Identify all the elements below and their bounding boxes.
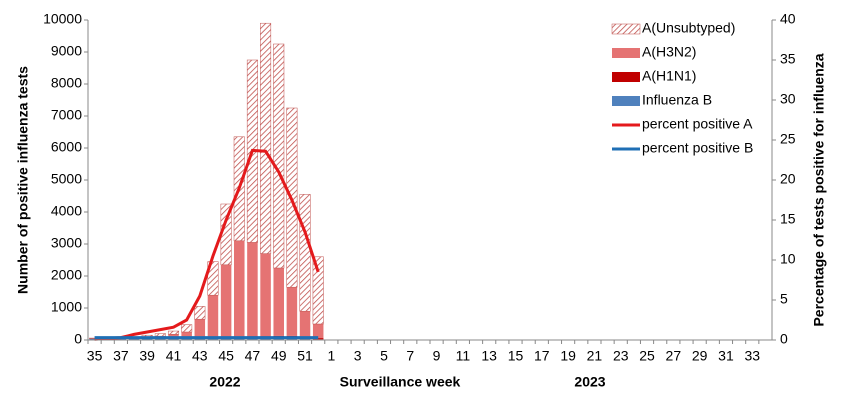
y2-tick-label: 15 xyxy=(780,211,796,227)
y2-tick-label: 5 xyxy=(780,291,788,307)
x-axis-title: Surveillance week xyxy=(340,374,461,390)
bar-segment xyxy=(260,22,272,254)
legend-label: percent positive A xyxy=(642,116,753,132)
legend-label: percent positive B xyxy=(642,140,753,156)
y2-tick-label: 40 xyxy=(780,11,796,27)
y-tick-label: 3000 xyxy=(51,235,82,251)
bar-segment xyxy=(181,332,192,339)
bar-segment xyxy=(286,338,298,340)
x-tick-label: 19 xyxy=(560,348,576,364)
bar-segment xyxy=(194,319,206,339)
y-axis-title: Number of positive influenza tests xyxy=(15,66,31,294)
x-tick-label: 43 xyxy=(192,348,208,364)
legend-label: A(H1N1) xyxy=(642,68,696,84)
bar-segment xyxy=(128,338,140,340)
bar-segment xyxy=(194,338,206,340)
x-tick-label: 35 xyxy=(87,348,103,364)
x-tick-label: 17 xyxy=(534,348,550,364)
x-tick-label: 3 xyxy=(354,348,362,364)
x-tick-label: 13 xyxy=(481,348,497,364)
bar-segment xyxy=(247,242,258,337)
x-tick-label: 25 xyxy=(639,348,655,364)
y2-tick-label: 10 xyxy=(780,251,796,267)
bar-segment xyxy=(194,306,206,320)
y2-tick-label: 20 xyxy=(780,171,796,187)
bar-segment xyxy=(154,333,166,337)
legend-label: A(H3N2) xyxy=(642,44,696,60)
x-tick-label: 47 xyxy=(245,348,261,364)
y2-tick-label: 30 xyxy=(780,91,796,107)
y-tick-label: 9000 xyxy=(51,43,82,59)
x-tick-label: 5 xyxy=(380,348,388,364)
x-tick-label: 31 xyxy=(718,348,734,364)
y2-axis-title: Percentage of tests positive for influen… xyxy=(811,53,827,326)
y2-tick-label: 25 xyxy=(780,131,796,147)
x-tick-label: 29 xyxy=(692,348,708,364)
bar-segment xyxy=(234,240,245,338)
bar-segment xyxy=(286,287,298,336)
bar-segment xyxy=(273,268,284,336)
bar-segment xyxy=(260,253,271,337)
line xyxy=(94,148,320,341)
x-tick-label: 11 xyxy=(456,348,471,364)
y-tick-label: 8000 xyxy=(51,75,82,91)
legend-label: A(Unsubtyped) xyxy=(642,20,735,36)
bar-segment xyxy=(181,338,192,340)
bar-segment xyxy=(115,338,127,340)
legend-swatch xyxy=(612,96,640,106)
y-tick-label: 10000 xyxy=(43,11,82,27)
bar-segment xyxy=(247,338,258,340)
bar-segment xyxy=(220,338,232,340)
bar-segment xyxy=(312,324,324,339)
y-tick-label: 6000 xyxy=(51,139,82,155)
y-tick-label: 2000 xyxy=(51,267,82,283)
legend-swatch xyxy=(611,23,641,35)
x-tick-label: 7 xyxy=(406,348,414,364)
year-label: 2023 xyxy=(574,374,605,390)
x-tick-label: 39 xyxy=(139,348,155,364)
legend-swatch xyxy=(612,48,640,58)
y2-tick-label: 0 xyxy=(780,331,788,347)
bar-segment xyxy=(273,43,285,269)
bar-segment xyxy=(207,338,219,340)
y-tick-label: 4000 xyxy=(51,203,82,219)
bar-segment xyxy=(299,194,311,312)
bar-segment xyxy=(207,295,219,339)
bar-segment xyxy=(312,256,324,325)
bar-segment xyxy=(141,338,153,340)
x-tick-label: 41 xyxy=(166,348,182,364)
y-tick-label: 0 xyxy=(74,331,82,347)
bar-segment xyxy=(89,338,100,340)
x-tick-label: 27 xyxy=(666,348,682,364)
y-tick-label: 5000 xyxy=(51,171,82,187)
legend-swatch xyxy=(612,72,640,82)
y-tick-label: 1000 xyxy=(51,299,82,315)
bar-segment xyxy=(181,324,193,333)
bar-segment xyxy=(260,338,271,340)
legend-label: Influenza B xyxy=(642,92,712,108)
x-tick-label: 33 xyxy=(744,348,760,364)
bar-segment xyxy=(273,338,284,340)
y2-tick-label: 35 xyxy=(780,51,796,67)
bar-segment xyxy=(155,338,166,340)
bar-segment xyxy=(167,330,180,335)
bar-segment xyxy=(168,338,179,340)
x-tick-label: 9 xyxy=(433,348,441,364)
x-tick-label: 1 xyxy=(327,348,335,364)
x-tick-label: 49 xyxy=(271,348,287,364)
x-tick-label: 45 xyxy=(218,348,234,364)
x-tick-label: 37 xyxy=(113,348,129,364)
x-tick-label: 51 xyxy=(297,348,313,364)
bar-segment xyxy=(299,311,311,337)
bar-segment xyxy=(207,261,219,296)
y-tick-label: 7000 xyxy=(51,107,82,123)
bar-segment xyxy=(234,338,245,340)
x-tick-label: 15 xyxy=(508,348,524,364)
bar-segment xyxy=(220,264,232,339)
x-tick-label: 23 xyxy=(613,348,629,364)
x-tick-label: 21 xyxy=(587,348,603,364)
year-label: 2022 xyxy=(209,374,240,390)
